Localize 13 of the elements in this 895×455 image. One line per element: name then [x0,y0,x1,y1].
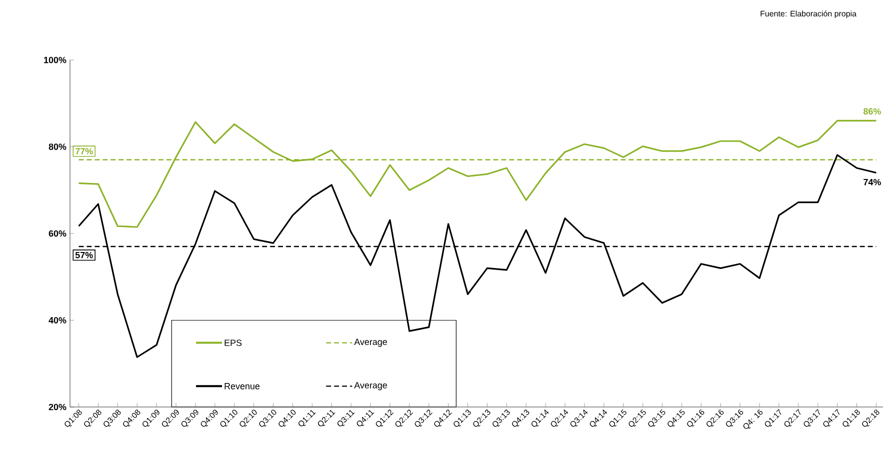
y-tick-label: 100% [44,56,66,64]
legend-label: Average [354,338,387,347]
y-tick-label: 20% [48,404,66,410]
annotation: 57% [75,252,93,258]
annotation: 77% [76,148,93,154]
y-tick-label: 60% [48,230,66,237]
y-tick-label: 40% [48,317,66,324]
annotation: 74% [864,178,881,186]
y-tick-label: 80% [48,144,66,150]
legend-label: EPS [224,340,242,346]
annotation: 86% [864,108,881,115]
legend-label: Average [354,382,387,390]
legend-label: Revenue [224,383,260,390]
